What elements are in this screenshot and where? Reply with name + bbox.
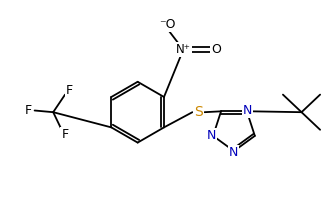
Text: F: F (62, 128, 68, 141)
Text: S: S (194, 105, 203, 119)
Text: N: N (243, 104, 252, 117)
Text: N: N (229, 146, 238, 159)
Text: ⁻O: ⁻O (159, 18, 176, 31)
Text: F: F (25, 104, 32, 117)
Text: O: O (211, 43, 221, 56)
Text: N: N (207, 129, 216, 142)
Text: F: F (66, 84, 73, 97)
Text: N⁺: N⁺ (176, 43, 191, 56)
